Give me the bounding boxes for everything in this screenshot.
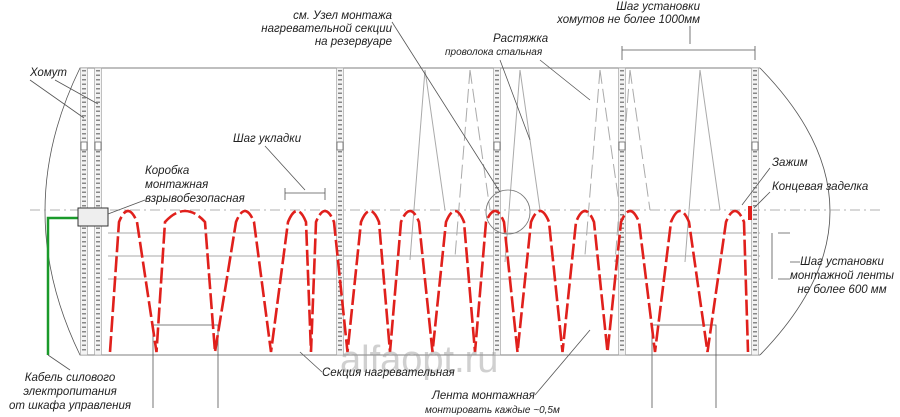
leader-line — [771, 232, 800, 280]
clamp-lock — [751, 141, 759, 151]
label: Лента монтажная — [431, 390, 535, 402]
label: проволока стальная — [445, 47, 543, 58]
label: Зажим — [772, 157, 808, 169]
clamp-lock — [493, 141, 501, 151]
tank-outline — [44, 67, 760, 356]
label: Шаг установки — [800, 256, 884, 268]
guy-wire — [409, 69, 446, 261]
leader-line — [391, 21, 501, 193]
junction-box — [77, 207, 109, 227]
label: монтировать каждые ~0,5м — [425, 405, 560, 416]
end-seal — [748, 206, 752, 220]
label: хомутов не более 1000мм — [556, 14, 700, 26]
leader-line — [264, 145, 326, 200]
power-cable — [46, 216, 78, 355]
label: Растяжка — [493, 33, 548, 45]
label: Секция нагревательная — [322, 367, 455, 379]
label: нагревательной секции — [261, 23, 392, 35]
watermark: alfaopt.ru — [340, 339, 498, 381]
guy-wire — [684, 69, 721, 263]
label: Коробка — [145, 165, 189, 177]
label: Кабель силового — [25, 372, 116, 384]
leader-line — [741, 167, 771, 206]
label: Шаг установки — [616, 1, 700, 13]
clamp-lock — [94, 141, 102, 151]
clamp-lock — [336, 141, 344, 151]
support — [152, 324, 219, 408]
heating-cable — [108, 209, 750, 353]
label: электропитания — [23, 386, 117, 398]
label: от шкафа управления — [9, 400, 131, 412]
clamp — [618, 67, 626, 356]
clamp — [336, 67, 344, 356]
leader-line — [499, 59, 591, 141]
label: Хомут — [29, 67, 67, 79]
label: не более 600 мм — [797, 284, 886, 296]
leader-line — [47, 354, 71, 371]
label: монтажная — [145, 179, 208, 191]
leader-line — [534, 329, 591, 396]
support — [651, 324, 717, 408]
label: Концевая заделка — [772, 181, 868, 193]
leader-line — [107, 199, 146, 215]
label: на резервуаре — [315, 36, 392, 48]
label: см. Узел монтажа — [293, 10, 392, 22]
leader-line — [621, 26, 756, 60]
clamp-lock — [618, 141, 626, 151]
label: монтажной ленты — [790, 270, 894, 282]
leader-line — [299, 351, 323, 373]
leader-line — [29, 79, 99, 119]
tank-end — [759, 67, 831, 356]
leader-line — [753, 191, 771, 209]
clamp-lock — [80, 141, 88, 151]
guy-wire — [584, 69, 621, 256]
label: взрывобезопасная — [145, 193, 245, 205]
detail-circle — [485, 189, 531, 235]
tank-drawing — [29, 21, 880, 408]
guy-wire — [454, 69, 491, 258]
label: Шаг укладки — [233, 133, 302, 145]
